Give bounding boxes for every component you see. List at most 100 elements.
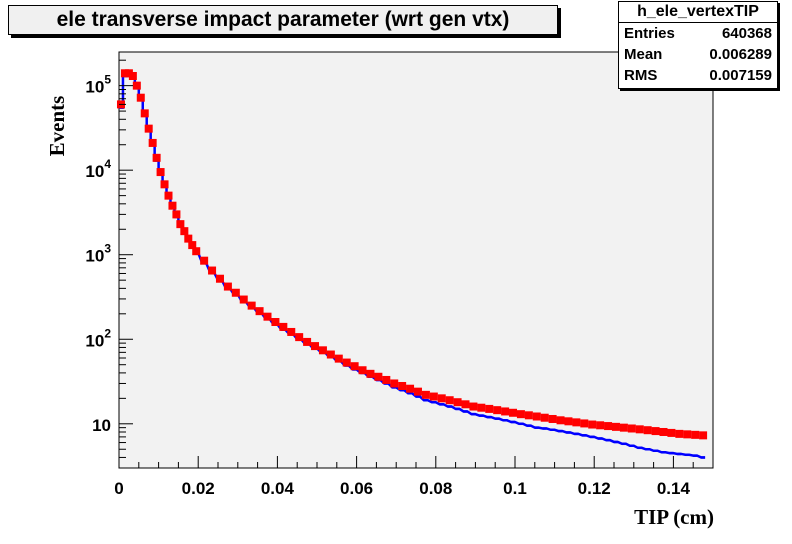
stats-label: RMS [624, 67, 658, 84]
red-data-point [635, 425, 644, 434]
red-data-point [477, 403, 486, 412]
stats-histogram-name: h_ele_vertexTIP [619, 2, 777, 23]
red-data-point [485, 404, 494, 413]
red-data-point [501, 407, 510, 416]
y-tick-label: 105 [85, 73, 111, 97]
red-data-point [493, 406, 502, 415]
stats-value: 640368 [721, 25, 772, 42]
red-data-point [572, 418, 581, 427]
red-data-point [334, 354, 343, 363]
stats-label: Mean [624, 46, 663, 63]
red-data-point [188, 241, 197, 250]
stats-value: 0.007159 [709, 67, 772, 84]
red-data-point [556, 416, 565, 425]
red-data-point [461, 400, 470, 409]
red-data-point [263, 312, 272, 321]
red-data-point [350, 362, 359, 371]
red-data-point [311, 342, 320, 351]
stats-label: Entries [624, 25, 675, 42]
red-data-point [223, 282, 232, 291]
red-data-point [192, 247, 201, 256]
red-data-point [152, 153, 161, 162]
red-data-point [413, 387, 422, 396]
red-data-point [540, 413, 549, 422]
red-data-point [180, 227, 189, 236]
red-data-point [509, 408, 518, 417]
red-data-point [172, 210, 181, 219]
x-tick-label: 0.06 [340, 479, 373, 498]
plot-frame [118, 51, 714, 469]
y-tick-label: 104 [85, 157, 111, 181]
red-data-point [390, 379, 399, 388]
red-data-point [469, 402, 478, 411]
x-axis-ticks: 0 0.02 0.04 0.06 0.08 0.1 0.12 0.14 [114, 456, 714, 498]
red-series-layer [116, 69, 708, 440]
red-data-point [421, 390, 430, 399]
red-data-point [255, 307, 264, 316]
x-tick-label: 0.02 [182, 479, 215, 498]
red-data-point [200, 256, 209, 265]
red-data-point [453, 398, 462, 407]
red-data-point [619, 423, 628, 432]
red-data-point [667, 428, 676, 437]
red-data-point [382, 375, 391, 384]
red-data-point [168, 201, 177, 210]
red-data-point [366, 369, 375, 378]
red-data-point [295, 333, 304, 342]
y-tick-label: 10 [92, 416, 111, 435]
red-data-point [287, 327, 296, 336]
red-data-point [318, 346, 327, 355]
x-tick-label: 0.12 [578, 479, 611, 498]
red-data-point [342, 358, 351, 367]
red-data-point [164, 191, 173, 200]
stats-row-rms: RMS 0.007159 [619, 65, 777, 86]
red-data-point [683, 430, 692, 439]
red-data-point [596, 421, 605, 430]
x-axis-title: TIP (cm) [634, 505, 714, 529]
red-data-point [588, 420, 597, 429]
stats-row-mean: Mean 0.006289 [619, 44, 777, 65]
stats-box: h_ele_vertexTIP Entries 640368 Mean 0.00… [618, 1, 778, 89]
red-data-point [406, 384, 415, 393]
red-data-point [627, 424, 636, 433]
red-data-point [160, 180, 169, 189]
red-data-point [148, 138, 157, 147]
red-data-point [247, 301, 256, 310]
y-tick-label: 102 [85, 326, 111, 350]
red-data-point [239, 295, 248, 304]
red-data-point [516, 410, 525, 419]
x-tick-label: 0.1 [503, 479, 527, 498]
red-data-point [548, 414, 557, 423]
red-data-point [651, 427, 660, 436]
y-tick-label: 103 [85, 242, 111, 266]
red-data-point [144, 124, 153, 133]
stats-value: 0.006289 [709, 46, 772, 63]
red-data-point [215, 274, 224, 283]
red-data-point [271, 318, 280, 327]
red-data-point [659, 427, 668, 436]
red-data-point [429, 392, 438, 401]
red-data-point [691, 430, 700, 439]
red-data-point [279, 322, 288, 331]
red-data-point [303, 337, 312, 346]
red-data-point [208, 266, 217, 275]
stats-row-entries: Entries 640368 [619, 23, 777, 44]
red-data-point [326, 350, 335, 359]
red-data-point [140, 109, 149, 118]
red-data-point [156, 168, 165, 177]
x-tick-label: 0.14 [657, 479, 691, 498]
red-data-point [136, 93, 145, 102]
red-data-point [184, 234, 193, 243]
y-axis-ticks: 10 102 103 104 105 [85, 59, 133, 469]
red-data-point [437, 394, 446, 403]
red-data-point [611, 422, 620, 431]
chart-title: ele transverse impact parameter (wrt gen… [8, 5, 558, 35]
red-data-point [374, 372, 383, 381]
red-data-point [445, 396, 454, 405]
red-data-point [699, 431, 708, 440]
red-data-point [675, 429, 684, 438]
red-data-point [132, 81, 141, 90]
red-data-point [604, 422, 613, 431]
red-data-point [564, 417, 573, 426]
